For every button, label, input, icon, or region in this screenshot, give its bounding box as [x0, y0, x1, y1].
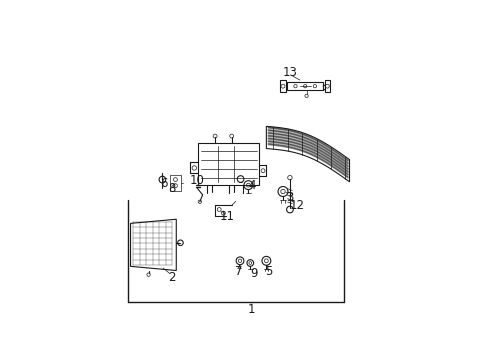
Text: 13: 13	[283, 66, 297, 79]
Text: 12: 12	[290, 199, 304, 212]
Text: 6: 6	[160, 177, 168, 190]
Text: 5: 5	[266, 265, 273, 278]
Bar	[280, 80, 286, 92]
Text: 11: 11	[220, 210, 235, 223]
Text: 9: 9	[250, 267, 258, 280]
Text: 2: 2	[169, 271, 176, 284]
Bar	[324, 80, 330, 92]
Text: 10: 10	[190, 174, 204, 187]
Polygon shape	[130, 219, 176, 270]
Text: 7: 7	[235, 265, 243, 278]
Polygon shape	[267, 126, 349, 182]
Bar	[170, 175, 181, 191]
Bar	[198, 143, 259, 185]
Text: 8: 8	[169, 182, 176, 195]
Text: 1: 1	[247, 303, 255, 316]
Bar	[287, 82, 323, 90]
Text: 3: 3	[286, 190, 294, 203]
Text: 4: 4	[249, 179, 256, 192]
